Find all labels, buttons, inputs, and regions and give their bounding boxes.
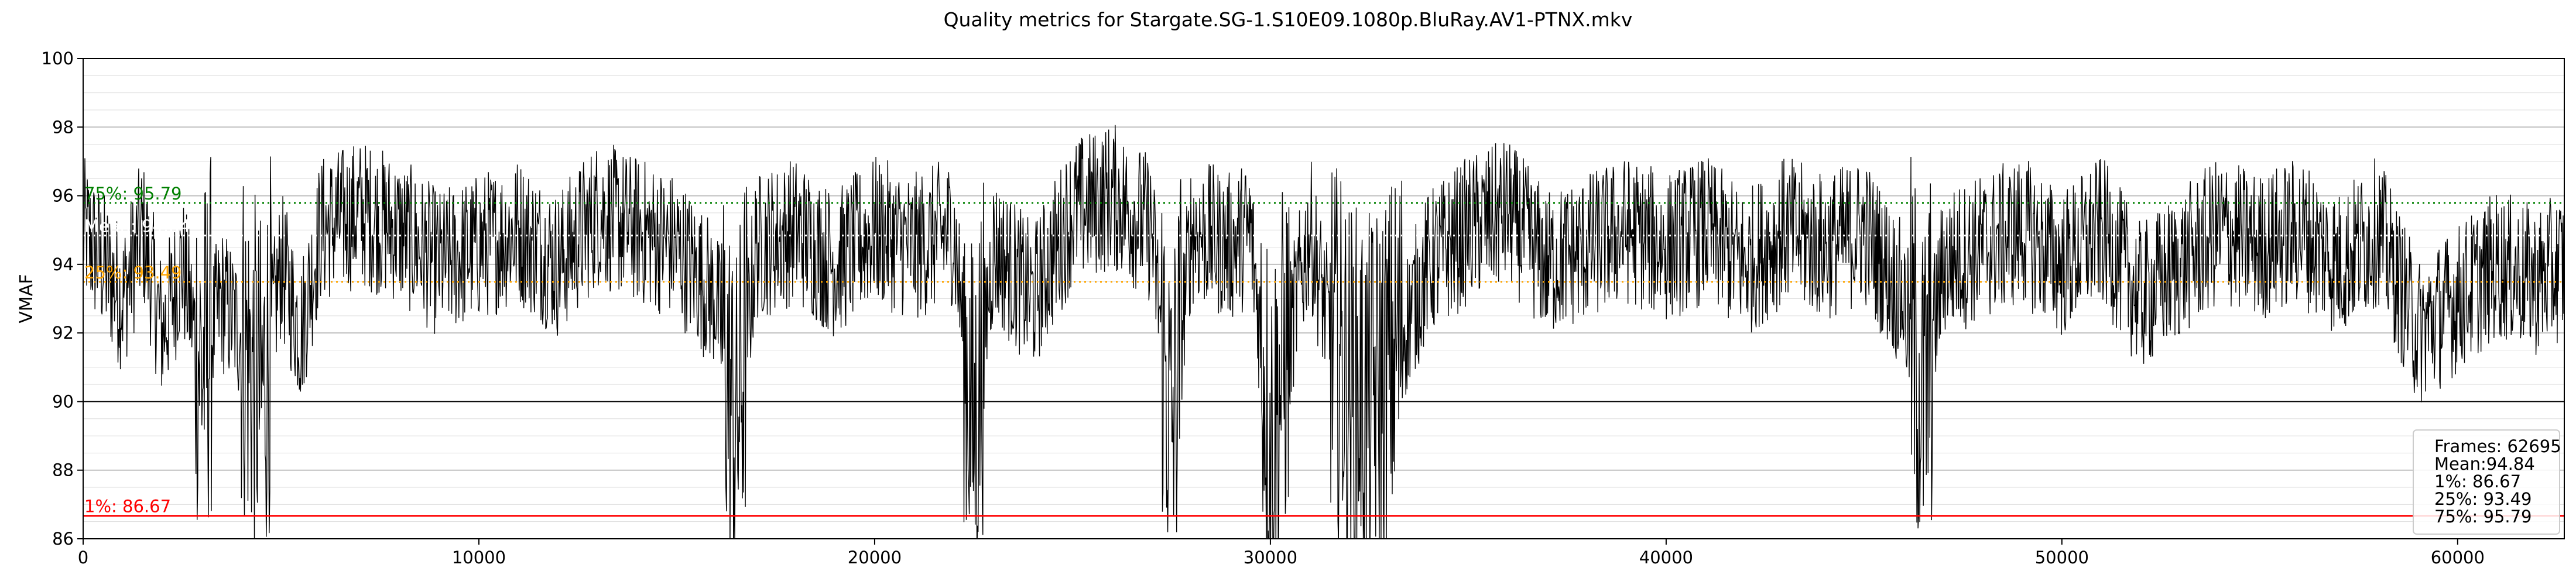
x-tick-label: 40000 (1639, 548, 1693, 567)
y-tick-label: 90 (52, 391, 74, 411)
chart-title: Quality metrics for Stargate.SG-1.S10E09… (944, 8, 1633, 31)
y-tick-label: 96 (52, 186, 74, 206)
legend-entry: Mean:94.84 (2434, 454, 2535, 474)
legend-entry: 75%: 95.79 (2434, 507, 2532, 526)
legend-box (2413, 429, 2560, 535)
x-tick-label: 50000 (2035, 548, 2089, 567)
y-axis: 86 88 90 92 94 96 98 100 (42, 49, 83, 549)
x-tick-label: 30000 (1244, 548, 1297, 567)
series-line (83, 125, 2564, 539)
legend-entry: Frames: 62695 (2434, 436, 2561, 456)
x-tick-label: 60000 (2431, 548, 2485, 567)
y-tick-label: 88 (52, 460, 74, 480)
y-axis-label: VMAF (16, 274, 37, 323)
y-tick-label: 100 (42, 49, 74, 68)
y-tick-label: 92 (52, 323, 74, 343)
x-tick-label: 10000 (452, 548, 506, 567)
vmaf-series (83, 125, 2564, 539)
y-tick-label: 94 (52, 254, 74, 274)
y-tick-label: 98 (52, 117, 74, 137)
reference-line-label: 75%: 95.79 (84, 184, 181, 204)
reference-line-label: Mean: 94.84 (84, 216, 190, 236)
reference-line-label: 1%: 86.67 (84, 497, 171, 517)
x-axis: 0 10000 20000 30000 40000 50000 60000 (78, 539, 2485, 567)
legend-entry: 25%: 93.49 (2434, 489, 2532, 509)
x-tick-label: 0 (78, 548, 88, 567)
legend-entry: 1%: 86.67 (2434, 472, 2521, 491)
grid-lines (83, 58, 2564, 539)
y-tick-label: 86 (52, 529, 74, 549)
plot-border (83, 58, 2565, 539)
x-tick-label: 20000 (848, 548, 902, 567)
reference-line-label: 25%: 93.49 (84, 263, 181, 283)
